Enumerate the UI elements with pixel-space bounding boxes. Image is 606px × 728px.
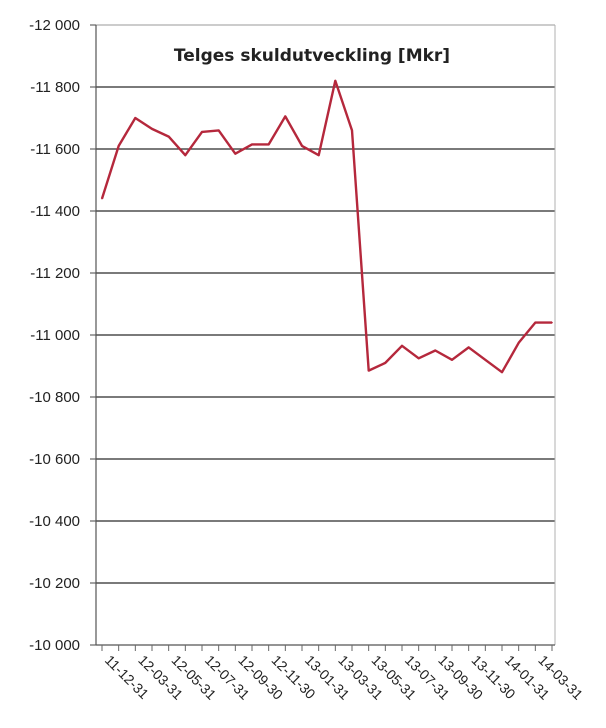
data-point	[251, 143, 253, 146]
y-tick-label: -10 400	[29, 513, 80, 530]
data-point	[484, 359, 487, 361]
data-point	[334, 80, 337, 82]
data-point	[384, 362, 387, 364]
y-tick-label: -11 000	[30, 327, 80, 344]
data-point	[184, 154, 187, 156]
data-point	[351, 129, 353, 132]
chart-title: Telges skuldutveckling [Mkr]	[174, 46, 450, 66]
data-point	[284, 115, 287, 118]
data-point	[217, 129, 220, 132]
y-tick-label: -11 600	[30, 141, 80, 158]
y-axis-tick-labels: -12 000 -11 800 -11 600 -11 400 -11 200 -11 0…	[29, 17, 80, 654]
y-tick-label: -10 000	[29, 637, 80, 654]
data-point	[267, 143, 270, 146]
y-tick-label: -11 200	[30, 265, 80, 282]
y-tick-label: -11 800	[30, 79, 80, 96]
data-point	[317, 154, 320, 156]
data-point	[434, 349, 437, 352]
data-point	[117, 145, 120, 147]
data-point	[201, 131, 203, 133]
data-point	[367, 369, 370, 372]
data-point	[401, 345, 403, 347]
data-point	[134, 117, 137, 119]
data-point	[101, 197, 103, 200]
gridlines	[96, 86, 555, 584]
y-tick-label: -10 800	[29, 389, 80, 406]
data-point	[551, 321, 553, 324]
series-line	[100, 79, 552, 374]
y-tick-label: -10 600	[29, 451, 80, 468]
data-point	[501, 371, 503, 374]
series	[100, 79, 553, 374]
data-point	[234, 152, 237, 155]
data-point	[301, 145, 303, 147]
x-axis-tick-labels: 11-12-3112-03-3112-05-3112-07-3112-09-30…	[102, 652, 586, 703]
axes	[90, 24, 556, 651]
data-point	[417, 357, 420, 360]
data-point	[151, 128, 153, 130]
data-point	[167, 135, 170, 138]
y-tick-label: -10 200	[29, 575, 80, 592]
data-point	[451, 359, 453, 361]
data-point	[467, 346, 470, 349]
y-tick-label: -11 400	[30, 203, 80, 220]
data-point	[517, 341, 520, 344]
y-tick-label: -12 000	[29, 17, 80, 34]
data-point	[534, 321, 537, 324]
